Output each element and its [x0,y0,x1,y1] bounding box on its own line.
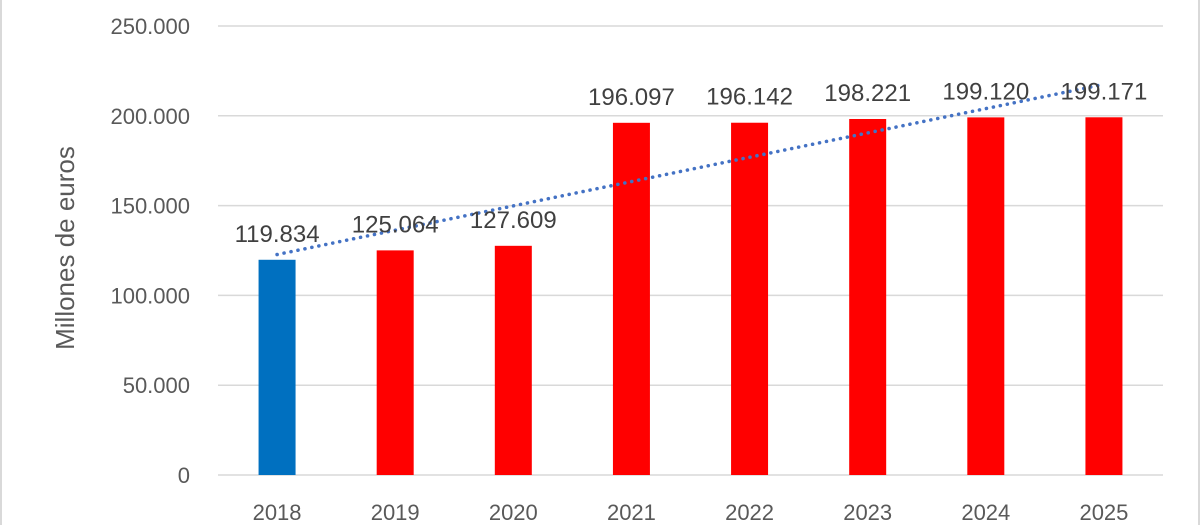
data-label: 125.064 [352,211,439,238]
bars [258,117,1123,476]
bar [376,250,414,475]
chart-frame-right [1198,0,1200,525]
y-tick-label: 250.000 [110,14,190,39]
y-tick-label: 100.000 [110,283,190,308]
data-label: 199.120 [942,78,1029,105]
y-tick-label: 0 [178,463,190,488]
bar [849,118,887,475]
data-label: 119.834 [235,221,320,248]
x-tick-label: 2025 [1079,500,1128,525]
x-tick-label: 2019 [371,500,420,525]
trendline-path [275,82,1106,257]
y-tick-label: 200.000 [110,104,190,129]
x-tick-label: 2024 [961,500,1010,525]
x-tick-label: 2020 [489,500,538,525]
chart-frame-left [0,0,2,525]
y-axis-label: Millones de euros [50,146,80,350]
x-tick-label: 2022 [725,500,774,525]
y-tick-label: 150.000 [110,194,190,219]
data-label: 127.609 [470,207,557,234]
data-labels: 119.834 125.064 127.609 196.097 196.142 198.2… [235,78,1148,247]
bar [612,122,650,476]
data-label: 196.142 [706,84,793,111]
y-tick-label: 50.000 [123,373,190,398]
data-label: 196.097 [588,84,675,111]
bar [731,122,769,475]
x-tick-label: 2021 [607,500,656,525]
y-axis-ticks: 0 50.000 100.000 150.000 200.000 250.000 [110,14,190,488]
trendline [275,82,1106,257]
data-label: 199.171 [1061,78,1148,105]
bar [494,245,532,475]
gridlines [218,25,1163,476]
bar [967,117,1005,475]
x-axis-ticks: 2018 2019 2020 2021 2022 2023 2024 2025 [253,500,1129,525]
x-tick-label: 2023 [843,500,892,525]
bar [258,259,296,475]
bar [1085,117,1123,476]
x-tick-label: 2018 [253,500,302,525]
data-label: 198.221 [824,80,911,107]
